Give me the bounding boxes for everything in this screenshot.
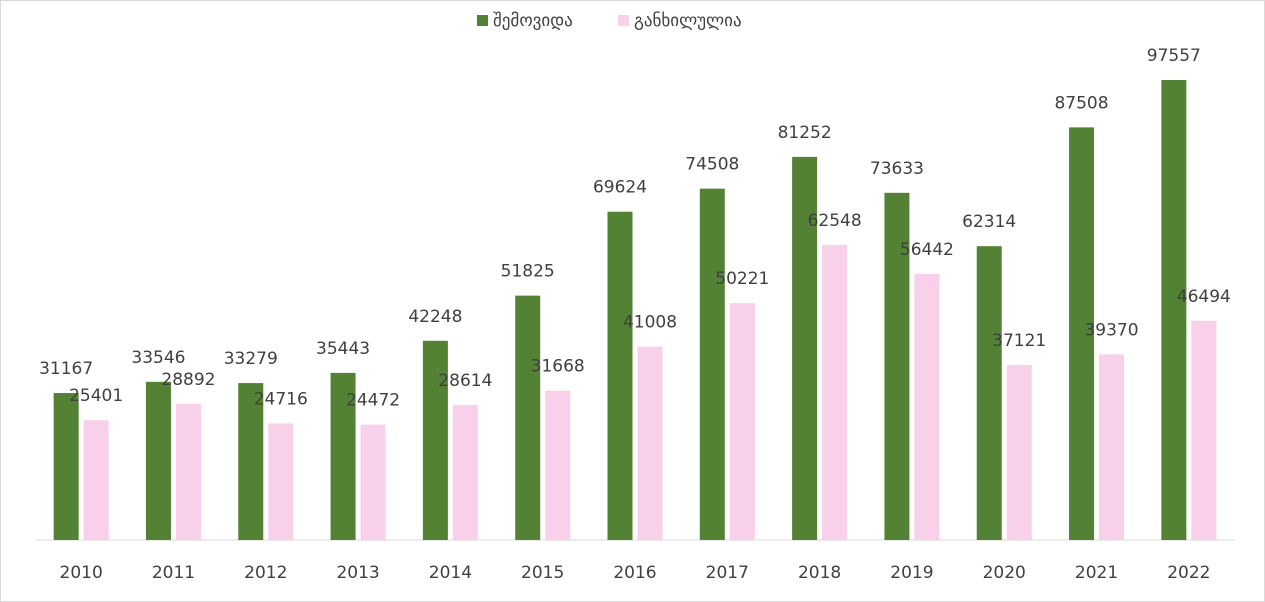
bar [792,156,818,540]
bar [884,192,910,540]
data-label: 24716 [254,389,308,409]
data-label: 74508 [685,155,739,175]
data-label: 50221 [715,269,769,289]
bar [1006,364,1032,540]
bar [175,403,201,540]
legend-swatch [618,15,629,26]
bar [53,393,79,540]
data-label: 73633 [870,159,924,179]
x-tick-label: 2022 [1167,563,1210,583]
bar [637,346,663,540]
bar [515,295,541,540]
bar [360,424,386,540]
data-label: 24472 [346,391,400,411]
x-tick-label: 2011 [152,563,195,583]
data-label: 25401 [69,386,123,406]
data-label: 42248 [408,307,462,327]
bar [914,273,940,540]
x-tick-label: 2019 [890,563,933,583]
data-label: 35443 [316,339,370,359]
data-label: 69624 [593,178,647,198]
data-label: 28892 [161,370,215,390]
bar [607,211,633,540]
bar [238,383,264,540]
bar [1099,354,1125,540]
x-tick-label: 2012 [244,563,287,583]
x-tick-label: 2017 [706,563,749,583]
data-label: 41008 [623,313,677,333]
bar [976,246,1002,540]
bar [268,423,294,540]
bar [145,381,171,540]
bar [545,390,571,540]
x-tick-label: 2018 [798,563,841,583]
data-label: 31167 [39,359,93,379]
data-label: 81252 [778,123,832,143]
data-label: 87508 [1054,93,1108,113]
bar [1069,127,1095,540]
bar [1191,320,1217,540]
data-label: 33279 [224,349,278,369]
data-label: 46494 [1177,287,1231,307]
legend-label: განხილულია [634,11,742,31]
data-label: 51825 [501,262,555,282]
bar [422,340,448,540]
data-label: 28614 [438,371,492,391]
x-tick-label: 2016 [613,563,656,583]
x-tick-label: 2013 [336,563,379,583]
data-label: 62548 [808,211,862,231]
data-label: 33546 [131,348,185,368]
x-tick-label: 2020 [983,563,1026,583]
data-label: 97557 [1147,46,1201,66]
bar [83,420,109,540]
x-tick-label: 2010 [60,563,103,583]
data-label: 37121 [992,331,1046,351]
legend-label: შემოვიდა [493,11,573,31]
bar [1161,80,1187,540]
bar [822,245,848,540]
x-tick-label: 2014 [429,563,472,583]
x-tick-label: 2015 [521,563,564,583]
bar [699,188,725,540]
bar [452,405,478,540]
data-label: 31668 [531,357,585,377]
x-tick-label: 2021 [1075,563,1118,583]
data-label: 62314 [962,212,1016,232]
bar [729,303,755,540]
bar [330,372,356,540]
data-label: 56442 [900,240,954,260]
legend-swatch [477,15,488,26]
data-label: 39370 [1084,320,1138,340]
